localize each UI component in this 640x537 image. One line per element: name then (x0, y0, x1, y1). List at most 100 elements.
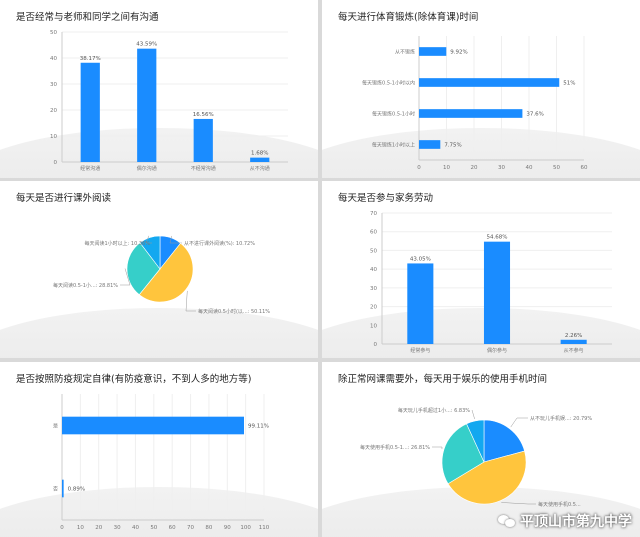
bar-value-label: 37.6% (526, 112, 543, 118)
bar-value-label: 38.17% (80, 56, 101, 62)
leader-line (120, 268, 131, 286)
wechat-icon (498, 514, 516, 528)
x-tick-label: 50 (150, 525, 157, 531)
hbar-chart-exercise: 0 10 20 30 40 50 60 9.92% 从不锻炼 51% 每天锻炼0.5-1小时以内 37… (362, 36, 588, 171)
y-tick-label: 0 (374, 342, 378, 348)
x-tick-label: 从不沟通 (250, 165, 270, 172)
y-tick-label: 30 (50, 82, 57, 88)
y-tick-label: 70 (370, 211, 377, 217)
x-tick-label: 40 (132, 525, 139, 531)
bar (62, 479, 64, 498)
x-tick-label: 50 (553, 165, 560, 171)
x-tick-label: 不经常沟通 (191, 165, 216, 172)
bar-value-label: 7.75% (444, 143, 461, 149)
bar (560, 339, 587, 344)
bar (137, 48, 157, 162)
y-tick-label: 0 (54, 160, 58, 166)
x-tick-label: 90 (224, 525, 231, 531)
bar-value-label: 43.59% (136, 42, 157, 48)
slice-label: 每天阅读1小时以上: 10.36% (84, 240, 150, 247)
pie-chart-reading: 从不进行课外阅读(%): 10.72% 每天阅读0.5小时(以...: 50.11… (53, 235, 270, 315)
chart-title: 每天是否参与家务劳动 (338, 193, 434, 204)
slice-label: 每天阅读0.5小时(以...: 50.11% (198, 308, 270, 315)
slice-label: 每天阅读0.5-1小...: 28.81% (53, 282, 118, 289)
x-tick-label: 100 (240, 525, 251, 531)
x-tick-label: 20 (471, 165, 478, 171)
pie-slice (483, 419, 525, 463)
pie-chart-phone: 从不玩儿手机娱...: 20.79% 每天使用手机0.5... 每天使用手机0.5-… (360, 407, 592, 508)
bar-value-label: 2.26% (565, 333, 582, 339)
watermark-text: 平顶山市第九中学 (520, 514, 632, 530)
slice-label: 每天使用手机0.5... (538, 501, 581, 508)
chart-panel-housework: 每天是否参与家务劳动 0 10 20 30 40 50 60 70 43.05% 经常参与 54.6… (322, 181, 640, 358)
y-tick-label: 10 (370, 323, 377, 329)
bar-chart-housework: 0 10 20 30 40 50 60 70 43.05% 经常参与 54.68% 偶尔参与 2.26%… (370, 211, 612, 354)
y-tick-label: 从不锻炼 (395, 49, 415, 56)
x-tick-label: 偶尔沟通 (137, 165, 157, 172)
y-tick-label: 40 (370, 267, 377, 273)
y-tick-label: 40 (50, 56, 57, 62)
bar-value-label: 1.68% (251, 151, 268, 157)
chart-title: 除正常网课需要外，每天用于娱乐的使用手机时间 (338, 374, 548, 385)
leader-line (501, 502, 536, 505)
bar (419, 47, 447, 56)
leader-line (145, 235, 152, 244)
x-tick-label: 70 (187, 525, 194, 531)
bar (419, 78, 560, 87)
y-tick-label: 每天锻炼0.5-1小时以内 (362, 80, 415, 87)
bar-chart-communication: 0 10 20 30 40 50 38.17% 经常沟通 43.59% 偶尔沟通 16.56% 不经常… (50, 30, 288, 172)
x-tick-label: 0 (417, 165, 421, 171)
chart-title: 是否经常与老师和同学之间有沟通 (16, 12, 159, 23)
slice-label: 每天使用手机0.5-1...: 26.81% (360, 444, 430, 451)
chart-panel-communication: 是否经常与老师和同学之间有沟通 0 10 20 30 40 50 38.17% 经常沟通 43.… (0, 0, 318, 178)
chart-panel-exercise: 每天进行体育锻炼(除体育课)时间 0 10 20 30 40 50 60 9.92% 从不锻炼 5… (322, 0, 640, 178)
hbar-chart-epidemic: 0 10 20 30 40 50 60 70 80 90 100 110 99.11% 是 0.89% 否 (53, 394, 270, 531)
y-tick-label: 50 (50, 30, 57, 36)
leader-line (185, 290, 196, 312)
x-tick-label: 从不参与 (564, 347, 584, 354)
y-tick-label: 20 (370, 305, 377, 311)
x-tick-label: 60 (169, 525, 176, 531)
bar (407, 263, 434, 344)
leader-line (510, 417, 528, 428)
slice-label: 从不进行课外阅读(%): 10.72% (184, 240, 255, 247)
x-tick-label: 60 (581, 165, 588, 171)
leader-line (169, 235, 182, 244)
x-tick-label: 40 (526, 165, 533, 171)
bar-value-label: 16.56% (193, 112, 214, 118)
chart-panel-reading: 每天是否进行课外阅读 从不进行课外阅读(%): 10.72% 每天阅读0.5小时(… (0, 181, 318, 358)
x-tick-label: 10 (443, 165, 450, 171)
slice-label: 从不玩儿手机娱...: 20.79% (530, 415, 592, 422)
x-tick-label: 偶尔参与 (487, 347, 507, 354)
x-tick-label: 80 (205, 525, 212, 531)
pie-slice (441, 423, 485, 485)
y-tick-label: 每天锻炼0.5-1小时 (372, 111, 415, 118)
leader-line (471, 409, 475, 420)
x-tick-label: 经常参与 (410, 347, 430, 354)
leader-line (432, 446, 443, 450)
watermark: 平顶山市第九中学 (498, 511, 632, 531)
chart-panel-phone: 除正常网课需要外，每天用于娱乐的使用手机时间 从不玩儿手机娱...: 20.79… (322, 362, 640, 537)
bar-value-label: 0.89% (68, 487, 85, 493)
x-tick-label: 30 (114, 525, 121, 531)
pie-slice (138, 242, 194, 303)
bar (483, 241, 511, 344)
x-tick-label: 30 (498, 165, 505, 171)
y-tick-label: 60 (370, 230, 377, 236)
chart-title: 每天进行体育锻炼(除体育课)时间 (338, 12, 479, 23)
bar (193, 118, 213, 162)
x-tick-label: 经常沟通 (80, 165, 100, 172)
bar-value-label: 54.68% (487, 235, 508, 241)
slice-label: 每天玩儿手机超过1小...: 6.83% (398, 407, 470, 414)
bar (250, 157, 270, 162)
y-tick-label: 每天锻炼1小时以上 (372, 142, 415, 149)
chart-panel-epidemic: 是否按照防疫规定自律(有防疫意识，不到人多的地方等) 0 10 20 30 40 50 60… (0, 362, 318, 537)
y-tick-label: 否 (53, 487, 58, 493)
y-tick-label: 20 (50, 108, 57, 114)
y-tick-label: 是 (53, 424, 58, 430)
bar-value-label: 9.92% (450, 50, 467, 56)
pie-slice (126, 242, 161, 296)
chart-title: 每天是否进行课外阅读 (16, 193, 112, 204)
x-tick-label: 20 (95, 525, 102, 531)
chart-title: 是否按照防疫规定自律(有防疫意识，不到人多的地方等) (16, 374, 252, 385)
